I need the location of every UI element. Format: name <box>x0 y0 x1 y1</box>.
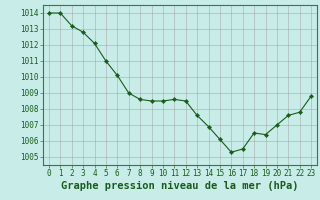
X-axis label: Graphe pression niveau de la mer (hPa): Graphe pression niveau de la mer (hPa) <box>61 181 299 191</box>
